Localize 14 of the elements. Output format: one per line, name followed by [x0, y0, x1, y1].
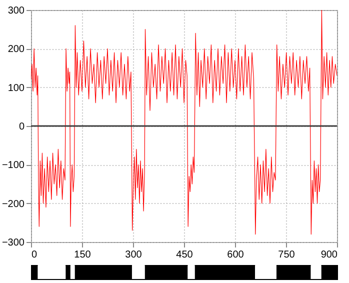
x-tick-label: 900 — [320, 250, 338, 260]
x-tick-label: 750 — [278, 250, 296, 260]
x-tick-label: 300 — [125, 250, 142, 260]
x-tick-label: 600 — [227, 250, 244, 260]
y-tick-label: 100 — [8, 82, 25, 94]
y-tick-label: 0 — [18, 122, 25, 132]
x-tick-label: 450 — [176, 250, 194, 260]
x-tick-label: 0 — [32, 250, 38, 260]
y-tick-label: 200 — [8, 44, 25, 56]
x-tick-label: 150 — [74, 250, 92, 260]
y-tick-label: −100 — [2, 160, 25, 172]
y-tick-label: −200 — [2, 198, 25, 210]
y-tick-label: 300 — [8, 6, 25, 16]
y-tick-label: −300 — [2, 238, 25, 248]
